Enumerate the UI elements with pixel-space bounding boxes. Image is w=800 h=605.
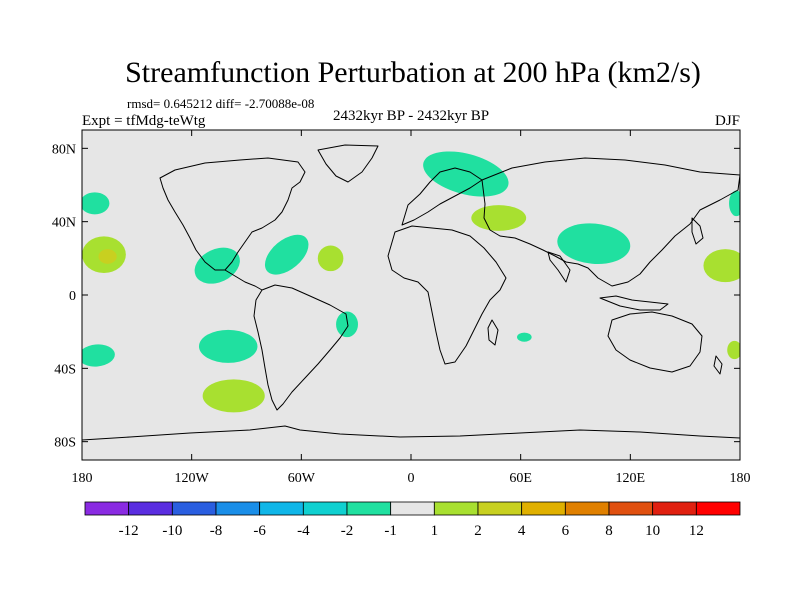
anomaly-layer: [82, 151, 740, 413]
anomaly-europe-neg: [423, 151, 509, 197]
coast-north-america: [159, 157, 306, 271]
coast-australia: [607, 311, 703, 373]
colorbar-label: -8: [210, 523, 223, 539]
colorbar-label: 1: [431, 523, 439, 539]
colorbar-swatch: [346, 501, 392, 516]
x-tick-label: 60W: [288, 471, 316, 486]
coast-japan: [691, 217, 704, 245]
coast-new-zealand: [713, 355, 723, 375]
colorbar-label: 2: [474, 523, 482, 539]
colorbar-label: 4: [518, 523, 526, 539]
experiment-label: Expt = tfMdg-teWtg: [82, 113, 206, 129]
colorbar-swatch: [477, 501, 523, 516]
anomaly-c-pacific-core: [98, 249, 117, 264]
colorbar-swatch: [84, 501, 130, 516]
y-axis: 80N 40N 0 40S 80S: [52, 142, 740, 451]
x-tick-label: 180: [730, 471, 751, 486]
anomaly-sw-pacific-neg: [82, 344, 115, 367]
colorbar-label: -6: [253, 523, 266, 539]
map-background: [82, 130, 740, 460]
colorbar-swatch: [171, 501, 217, 516]
colorbar-swatch: [608, 501, 654, 516]
stats-label: rmsd= 0.645212 diff= -2.70088e-08: [127, 96, 314, 111]
chart-title: Streamfunction Perturbation at 200 hPa (…: [125, 56, 701, 89]
x-tick-label: 180: [72, 471, 93, 486]
x-tick-label: 60E: [509, 471, 532, 486]
coast-africa: [387, 225, 507, 365]
colorbar-label: -2: [341, 523, 354, 539]
colorbar-label: 8: [605, 523, 613, 539]
x-tick-label: 120E: [616, 471, 646, 486]
coast-south-america: [253, 284, 349, 411]
colorbar-label: 10: [645, 523, 660, 539]
y-tick-label: 80S: [54, 436, 76, 451]
y-tick-label: 80N: [52, 142, 76, 157]
colorbar: -12 -10 -8 -6 -4 -2 -1 1 2 4 6 8 10 12: [84, 501, 741, 539]
colorbar-label: 12: [689, 523, 704, 539]
anomaly-atlantic-pos: [317, 245, 344, 272]
coast-greenland: [317, 144, 379, 183]
coast-asia: [481, 157, 740, 287]
anomaly-n-atlantic-neg: [264, 234, 309, 275]
colorbar-swatch: [695, 501, 741, 516]
colorbar-label: -10: [162, 523, 182, 539]
anomaly-caribbean-neg: [194, 247, 240, 284]
colorbar-label: 6: [562, 523, 570, 539]
colorbar-swatch: [564, 501, 610, 516]
x-tick-label: 0: [408, 471, 415, 486]
colorbar-swatch: [128, 501, 173, 516]
colorbar-label: -4: [297, 523, 310, 539]
coast-central-america: [224, 269, 263, 291]
coast-madagascar: [487, 319, 499, 346]
anomaly-se-pacific-pos: [202, 379, 265, 413]
x-axis: 180 120W 60W 0 60E 120E 180: [72, 130, 751, 486]
season-label: DJF: [715, 113, 740, 129]
anomaly-nw-pacific-neg: [729, 190, 740, 217]
colorbar-swatch: [302, 501, 348, 516]
colorbar-swatch: [521, 501, 566, 516]
colorbar-swatch: [215, 501, 261, 516]
coast-india: [547, 251, 571, 283]
anomaly-tasman-pos: [727, 340, 740, 360]
anomaly-s-pacific-neg: [198, 329, 258, 363]
anomaly-indian-neg: [517, 332, 532, 342]
coast-europe: [401, 167, 483, 226]
period-label: 2432kyr BP - 2432kyr BP: [333, 108, 489, 124]
x-tick-label: 120W: [175, 471, 210, 486]
coastlines: [82, 144, 740, 441]
anomaly-brazil-neg: [336, 311, 358, 338]
anomaly-asia-pos: [471, 205, 527, 231]
colorbar-swatch: [259, 501, 304, 516]
y-tick-label: 0: [69, 289, 76, 304]
y-tick-label: 40N: [52, 216, 76, 231]
anomaly-s-asia-neg: [557, 223, 631, 265]
colorbar-swatch: [390, 501, 435, 516]
anomaly-w-pacific-pos: [703, 249, 740, 283]
colorbar-label: -1: [384, 523, 397, 539]
coast-indonesia: [599, 295, 669, 311]
coast-antarctica: [82, 425, 740, 441]
colorbar-swatch: [433, 501, 479, 516]
colorbar-swatch: [652, 501, 697, 516]
colorbar-label: -12: [119, 523, 139, 539]
y-tick-label: 40S: [54, 362, 76, 377]
anomaly-n-pacific-neg: [82, 192, 110, 215]
